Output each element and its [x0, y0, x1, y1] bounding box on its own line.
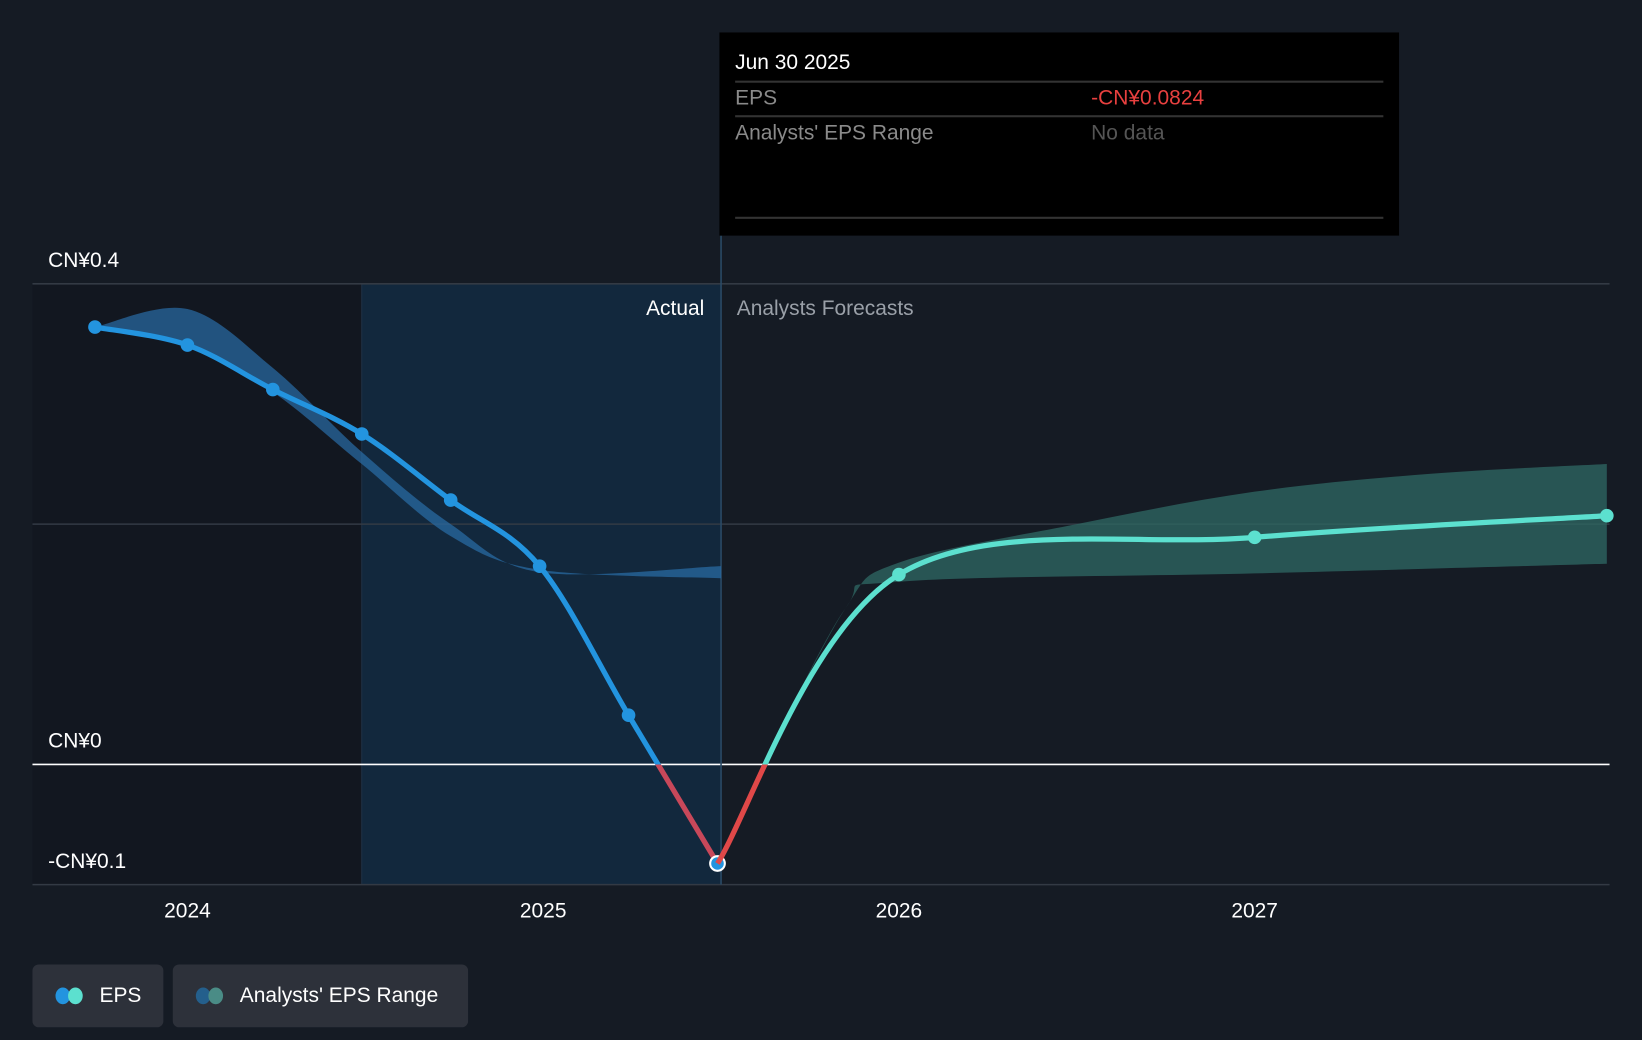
y-tick-label: CN¥0	[48, 730, 102, 753]
legend-eps[interactable]: EPS	[32, 964, 164, 1028]
x-tick-label: 2025	[520, 899, 567, 922]
y-tick-label: CN¥0.4	[48, 249, 119, 272]
tooltip-divider	[735, 216, 1384, 219]
forecast-label: Analysts Forecasts	[737, 297, 914, 320]
data-point	[180, 338, 195, 352]
x-tick-label: 2027	[1231, 899, 1278, 922]
tooltip-row-eps: EPS -CN¥0.0824	[735, 80, 1384, 117]
legend-range[interactable]: Analysts' EPS Range	[172, 964, 469, 1028]
data-point	[892, 567, 906, 582]
x-tick-label: 2026	[876, 899, 923, 922]
tooltip-eps-value: -CN¥0.0824	[1091, 86, 1205, 110]
data-point	[266, 382, 280, 397]
tooltip-eps-label: EPS	[735, 86, 778, 110]
tooltip-range-value: No data	[1091, 121, 1165, 145]
data-point	[1247, 530, 1262, 545]
tooltip: Jun 30 2025 EPS -CN¥0.0824 Analysts' EPS…	[719, 32, 1400, 236]
legend-eps-label: EPS	[99, 983, 142, 1007]
y-tick-label: -CN¥0.1	[48, 850, 126, 873]
x-tick-label: 2024	[164, 899, 211, 922]
actual-label: Actual	[646, 297, 704, 320]
tooltip-date: Jun 30 2025	[735, 51, 851, 75]
legend-range-label: Analysts' EPS Range	[239, 983, 439, 1007]
data-point	[88, 320, 102, 334]
actual-region	[361, 283, 722, 885]
data-point	[621, 708, 636, 722]
data-point	[354, 427, 369, 441]
range-band	[763, 464, 1607, 765]
forecast-line	[762, 513, 1610, 765]
past-region	[32, 283, 362, 885]
range-legend-icon	[195, 987, 227, 1005]
tooltip-range-label: Analysts' EPS Range	[735, 121, 934, 145]
data-point	[1600, 508, 1614, 523]
data-point	[532, 559, 547, 573]
data-point	[443, 493, 458, 507]
eps-legend-icon	[55, 987, 87, 1005]
tooltip-row-range: Analysts' EPS Range No data	[735, 115, 1384, 151]
